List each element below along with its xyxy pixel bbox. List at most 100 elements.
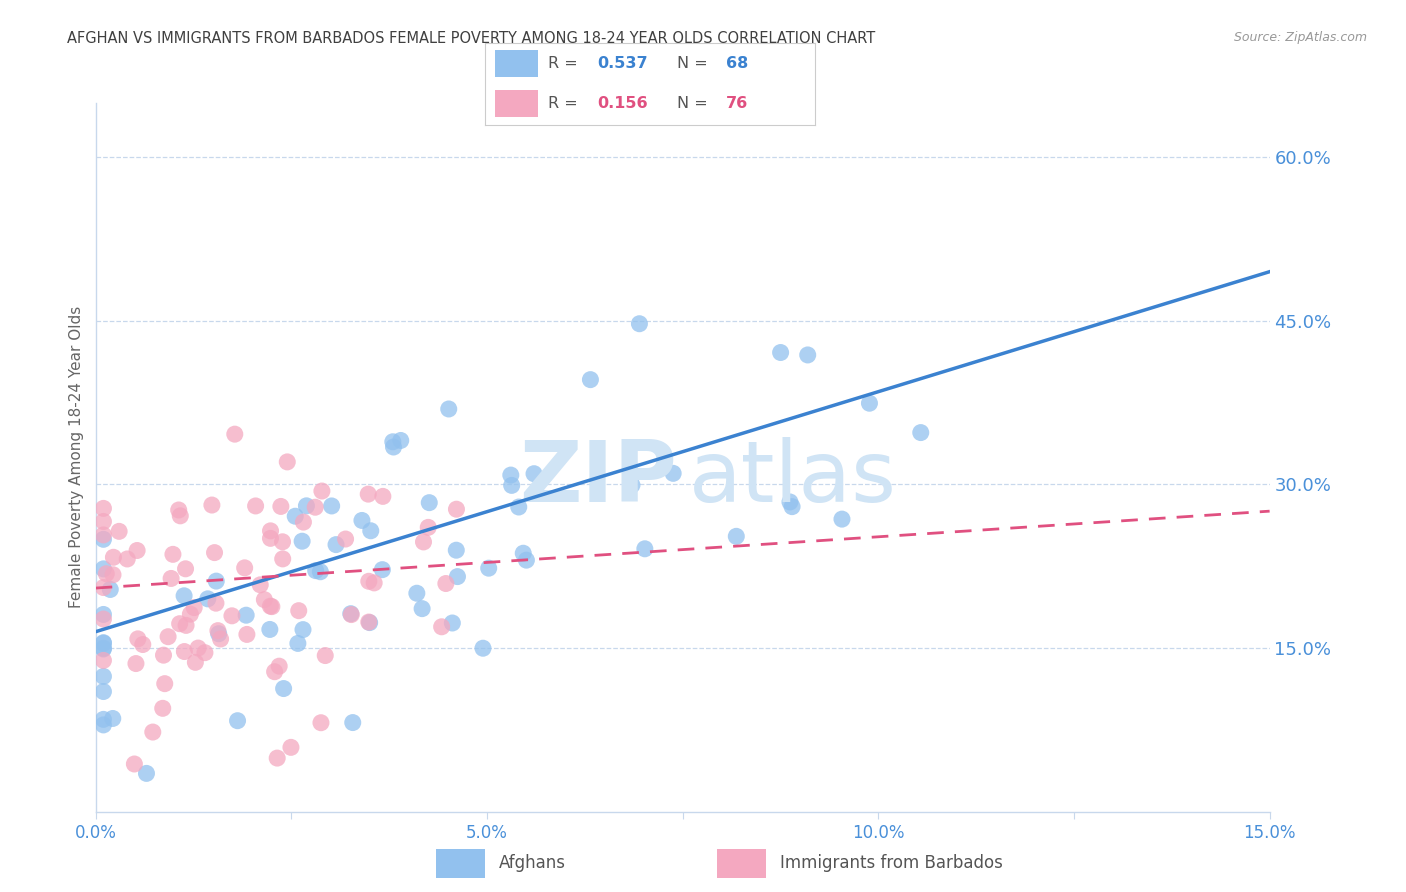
- Point: [153, 676, 176, 690]
- Point: [96, 566, 118, 581]
- Point: [292, 515, 315, 529]
- Point: [418, 496, 440, 510]
- Text: R =: R =: [548, 56, 578, 71]
- Point: [162, 547, 184, 561]
- Point: [725, 529, 748, 543]
- Point: [259, 524, 281, 538]
- Point: [93, 581, 115, 595]
- Text: ZIP: ZIP: [519, 437, 676, 520]
- Point: [350, 513, 373, 527]
- Point: [135, 766, 157, 780]
- Text: AFGHAN VS IMMIGRANTS FROM BARBADOS FEMALE POVERTY AMONG 18-24 YEAR OLDS CORRELAT: AFGHAN VS IMMIGRANTS FROM BARBADOS FEMAL…: [67, 31, 876, 46]
- Point: [93, 562, 115, 576]
- Point: [446, 543, 468, 558]
- Point: [204, 546, 226, 560]
- Point: [169, 616, 191, 631]
- Point: [634, 541, 657, 556]
- Point: [93, 533, 115, 547]
- Point: [515, 553, 537, 567]
- Point: [194, 646, 217, 660]
- Point: [101, 711, 124, 725]
- Point: [314, 648, 336, 663]
- Point: [187, 641, 209, 656]
- Point: [269, 659, 291, 673]
- Point: [382, 440, 405, 454]
- Point: [236, 627, 259, 641]
- Point: [93, 612, 115, 626]
- Text: R =: R =: [548, 95, 578, 111]
- Point: [263, 665, 285, 679]
- Point: [266, 751, 288, 765]
- Point: [93, 528, 115, 542]
- Point: [207, 624, 229, 638]
- Point: [249, 578, 271, 592]
- Text: 0.156: 0.156: [598, 95, 648, 111]
- Point: [271, 552, 294, 566]
- Text: 68: 68: [727, 56, 748, 71]
- Point: [325, 538, 347, 552]
- Point: [311, 483, 333, 498]
- Point: [221, 608, 243, 623]
- Point: [579, 373, 602, 387]
- Point: [523, 467, 546, 481]
- Point: [512, 546, 534, 560]
- Text: N =: N =: [676, 95, 707, 111]
- Point: [101, 567, 124, 582]
- Point: [831, 512, 853, 526]
- Point: [405, 586, 427, 600]
- Point: [357, 615, 380, 629]
- Point: [197, 591, 219, 606]
- Bar: [495, 50, 538, 78]
- Point: [292, 623, 315, 637]
- Point: [93, 635, 115, 649]
- Point: [780, 500, 803, 514]
- Point: [93, 669, 115, 683]
- Point: [472, 641, 495, 656]
- Point: [103, 550, 125, 565]
- Point: [371, 489, 394, 503]
- Point: [117, 552, 139, 566]
- Point: [295, 499, 318, 513]
- Point: [287, 604, 309, 618]
- Point: [280, 740, 302, 755]
- Point: [321, 499, 343, 513]
- Y-axis label: Female Poverty Among 18-24 Year Olds: Female Poverty Among 18-24 Year Olds: [69, 306, 84, 608]
- Point: [201, 498, 224, 512]
- Point: [291, 534, 314, 549]
- Point: [142, 725, 165, 739]
- Point: [276, 455, 298, 469]
- Point: [160, 571, 183, 585]
- Point: [152, 648, 174, 662]
- Point: [93, 501, 115, 516]
- Point: [93, 718, 115, 732]
- Point: [205, 574, 228, 588]
- Point: [357, 487, 380, 501]
- Point: [259, 532, 281, 546]
- Bar: [717, 849, 766, 878]
- Point: [127, 543, 149, 558]
- Point: [174, 618, 197, 632]
- Point: [93, 712, 115, 726]
- Point: [287, 636, 309, 650]
- Point: [910, 425, 932, 440]
- Point: [253, 592, 276, 607]
- Point: [305, 564, 328, 578]
- Point: [662, 467, 685, 481]
- Text: atlas: atlas: [689, 437, 897, 520]
- Point: [339, 607, 361, 621]
- Bar: [495, 89, 538, 117]
- Point: [359, 615, 381, 630]
- Point: [184, 656, 207, 670]
- Point: [127, 632, 149, 646]
- Point: [335, 532, 357, 546]
- Point: [309, 715, 332, 730]
- Point: [478, 561, 501, 575]
- Point: [501, 478, 523, 492]
- Point: [183, 600, 205, 615]
- Point: [259, 623, 281, 637]
- Point: [233, 561, 256, 575]
- Point: [208, 626, 231, 640]
- Point: [93, 636, 115, 650]
- Point: [412, 535, 434, 549]
- Point: [411, 601, 433, 615]
